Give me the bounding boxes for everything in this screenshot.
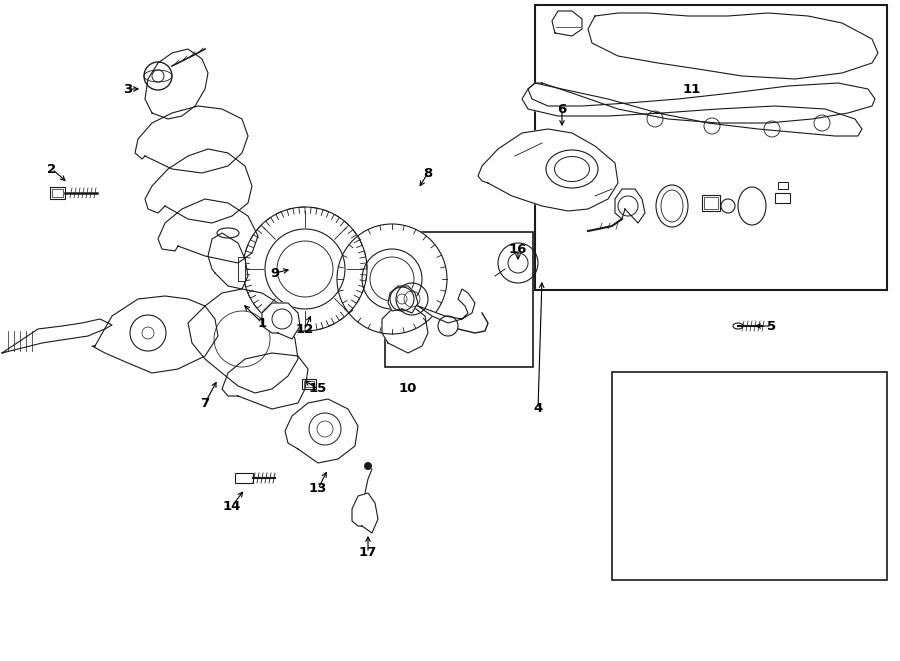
Circle shape	[337, 224, 447, 334]
Polygon shape	[135, 106, 248, 173]
Polygon shape	[208, 233, 248, 289]
Polygon shape	[158, 199, 258, 263]
Text: 11: 11	[683, 83, 701, 95]
Text: 3: 3	[123, 83, 132, 95]
Polygon shape	[92, 296, 218, 373]
Polygon shape	[145, 49, 208, 119]
Polygon shape	[552, 11, 582, 36]
Text: 1: 1	[257, 317, 266, 329]
Text: 16: 16	[508, 243, 527, 256]
Bar	[612, 372, 887, 580]
Polygon shape	[528, 83, 875, 123]
Bar	[385, 232, 533, 367]
Bar	[704, 197, 718, 209]
Circle shape	[364, 462, 372, 470]
Polygon shape	[382, 306, 428, 353]
Bar	[535, 5, 887, 290]
Polygon shape	[588, 13, 878, 79]
Text: 2: 2	[48, 163, 57, 176]
Text: 9: 9	[270, 266, 280, 280]
Text: 12: 12	[296, 323, 314, 336]
Text: 15: 15	[309, 383, 327, 395]
Polygon shape	[262, 303, 300, 339]
Text: 5: 5	[768, 319, 777, 332]
Bar	[50, 187, 65, 199]
Polygon shape	[145, 149, 252, 223]
Polygon shape	[418, 289, 475, 323]
Bar	[52, 189, 63, 197]
Bar	[304, 381, 314, 387]
Circle shape	[249, 213, 361, 325]
Text: 17: 17	[359, 547, 377, 559]
Text: 7: 7	[201, 397, 210, 410]
Text: 10: 10	[399, 383, 418, 395]
Bar	[775, 193, 790, 203]
Polygon shape	[615, 189, 645, 223]
Polygon shape	[238, 257, 245, 281]
Bar	[778, 182, 788, 189]
Text: 6: 6	[557, 102, 567, 116]
Polygon shape	[222, 353, 308, 409]
Polygon shape	[522, 83, 862, 136]
Polygon shape	[352, 493, 378, 533]
Bar	[235, 473, 253, 483]
Polygon shape	[2, 319, 112, 353]
Bar	[302, 379, 316, 389]
Polygon shape	[188, 289, 298, 393]
Polygon shape	[388, 286, 418, 313]
Text: 4: 4	[534, 403, 543, 416]
Text: 14: 14	[223, 500, 241, 512]
Polygon shape	[285, 399, 358, 463]
Text: 8: 8	[423, 167, 433, 180]
Polygon shape	[478, 129, 618, 211]
Bar	[702, 195, 720, 211]
Text: 13: 13	[309, 483, 328, 496]
